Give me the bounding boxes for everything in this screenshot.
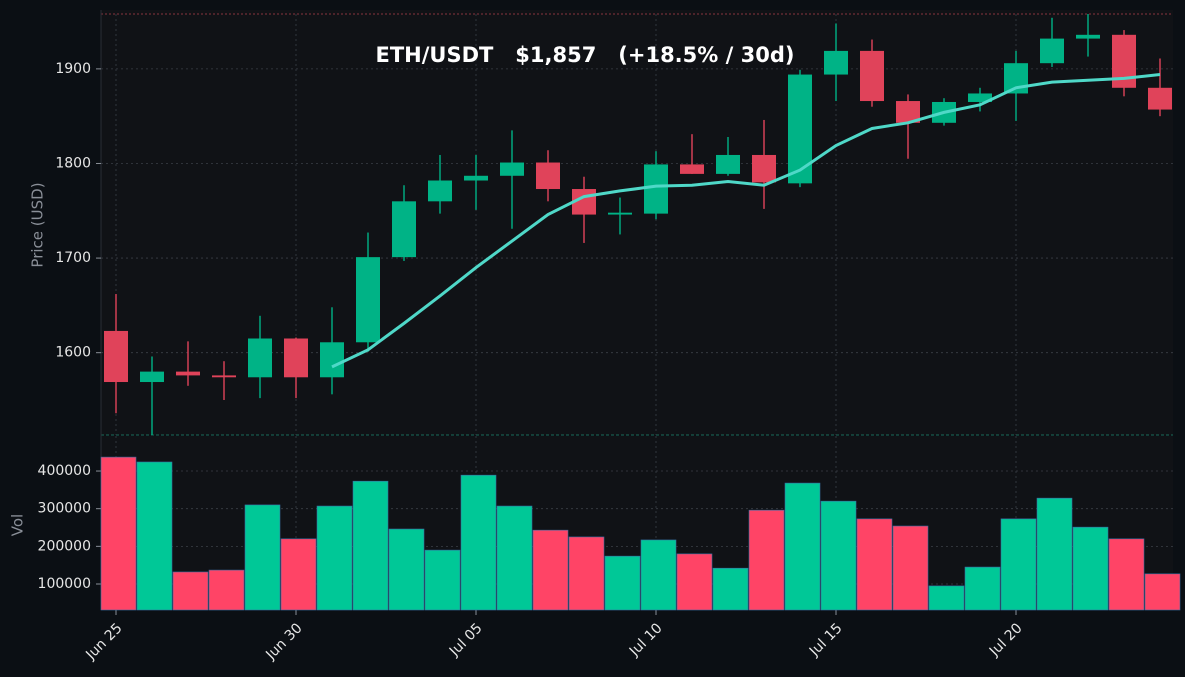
volume-bar: [352, 480, 389, 611]
volume-bar: [640, 539, 677, 611]
volume-bar: [1072, 526, 1109, 611]
moving-average-line: [331, 73, 1161, 369]
volume-bar: [316, 505, 353, 611]
candle-body: [1148, 87, 1172, 110]
volume-bar: [604, 555, 641, 611]
candle-body: [500, 162, 524, 176]
candle-body: [392, 201, 416, 258]
volume-bar: [784, 482, 821, 611]
volume-bar: [280, 538, 317, 611]
candle-body: [464, 175, 488, 181]
candle-body: [896, 101, 920, 123]
y-tick-label: 1900: [55, 61, 91, 77]
candle-body: [176, 371, 200, 376]
y-axis-label: Price (USD): [29, 182, 47, 267]
volume-bar: [424, 549, 461, 611]
volume-bar: [1000, 518, 1037, 611]
candle-body: [284, 338, 308, 378]
volume-bar: [820, 500, 857, 611]
x-tick-label: Jul 05: [446, 620, 486, 660]
y-tick-label: 200000: [38, 538, 91, 554]
x-tick-label: Jul 10: [626, 620, 666, 660]
volume-bar: [136, 461, 173, 611]
volume-bar: [1036, 497, 1073, 611]
candle-body: [644, 164, 668, 214]
candle-body: [1076, 34, 1100, 39]
volume-bar: [1144, 573, 1181, 611]
volume-bar: [1108, 538, 1145, 611]
y-tick-label: 1800: [55, 155, 91, 171]
candle-body: [320, 342, 344, 378]
volume-bar: [964, 566, 1001, 611]
volume-bar: [172, 571, 209, 611]
candle-body: [1040, 38, 1064, 64]
candle-body: [824, 50, 848, 75]
volume-bar: [892, 525, 929, 611]
candle-body: [680, 164, 704, 174]
candle-body: [356, 257, 380, 343]
volume-bar: [928, 585, 965, 611]
volume-bar: [748, 509, 785, 611]
candle-body: [860, 50, 884, 102]
volume-bar: [244, 504, 281, 611]
candle-body: [104, 330, 128, 383]
y-tick-label: 400000: [38, 463, 91, 479]
volume-bar: [496, 505, 533, 611]
volume-bar: [460, 474, 497, 611]
candle-body: [608, 212, 632, 215]
y-tick-label: 300000: [38, 501, 91, 517]
volume-bar: [568, 536, 605, 611]
x-tick-label: Jul 15: [806, 620, 846, 660]
volume-axis-label: Vol: [9, 514, 27, 536]
candle-body: [248, 338, 272, 378]
volume-bar: [100, 456, 137, 611]
candle-body: [968, 93, 992, 102]
candle-body: [212, 375, 236, 378]
candle-body: [716, 154, 740, 174]
y-tick-label: 100000: [38, 576, 91, 592]
x-tick-label: Jun 25: [82, 620, 125, 663]
volume-bar: [676, 553, 713, 611]
volume-bar: [856, 518, 893, 611]
candle-body: [428, 180, 452, 202]
x-tick-label: Jul 20: [986, 620, 1026, 660]
chart-title: ETH/USDT $1,857 (+18.5% / 30d): [376, 43, 795, 67]
candle-body: [140, 371, 164, 383]
candle-body: [752, 154, 776, 183]
candle-body: [788, 74, 812, 184]
price-panel: [101, 10, 1173, 435]
y-tick-label: 1700: [55, 250, 91, 266]
volume-bar: [532, 529, 569, 611]
candle-body: [536, 162, 560, 190]
volume-bar: [712, 567, 749, 611]
volume-bar: [208, 569, 245, 611]
x-tick-label: Jun 30: [262, 620, 305, 663]
y-tick-label: 1600: [55, 345, 91, 361]
volume-bar: [388, 528, 425, 611]
